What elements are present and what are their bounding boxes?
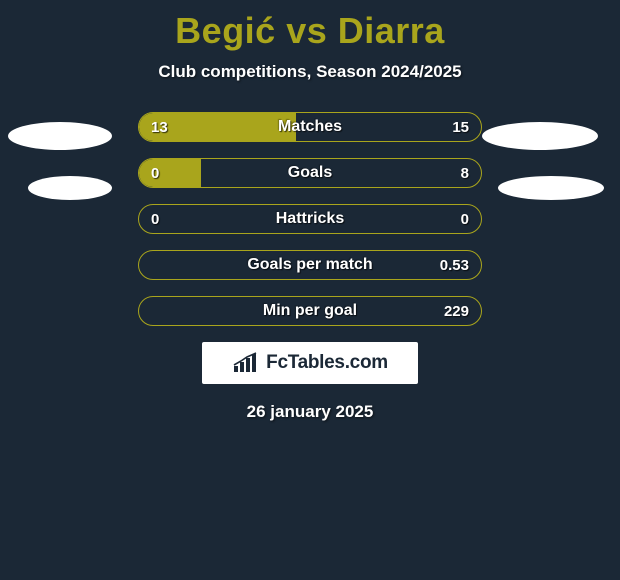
stat-right-value: 229	[444, 297, 469, 325]
stat-bar: 1315Matches	[138, 112, 482, 142]
branding-text: FcTables.com	[266, 352, 388, 374]
stat-bar: 08Goals	[138, 158, 482, 188]
avatar-ellipse	[482, 122, 598, 150]
bar-fill-left	[139, 113, 296, 141]
comparison-card: Begić vs Diarra Club competitions, Seaso…	[0, 0, 620, 422]
stat-right-value: 15	[452, 113, 469, 141]
stat-left-value: 0	[151, 205, 159, 233]
avatar-ellipse	[8, 122, 112, 150]
avatar-ellipse	[28, 176, 112, 200]
stat-label: Goals per match	[139, 251, 481, 279]
subtitle: Club competitions, Season 2024/2025	[0, 62, 620, 82]
stat-right-value: 0	[461, 205, 469, 233]
stat-label: Hattricks	[139, 205, 481, 233]
stat-bars: 1315Matches 08Goals 0 0Hattricks 0.53Goals p…	[138, 112, 482, 326]
stat-right-value: 0.53	[440, 251, 469, 279]
branding-badge[interactable]: FcTables.com	[202, 342, 418, 384]
stat-bar: 229Min per goal	[138, 296, 482, 326]
page-title: Begić vs Diarra	[0, 6, 620, 52]
bar-fill-left	[139, 159, 201, 187]
avatar-ellipse	[498, 176, 604, 200]
date-label: 26 january 2025	[0, 402, 620, 422]
stat-bar: 0 0Hattricks	[138, 204, 482, 234]
stat-bar: 0.53Goals per match	[138, 250, 482, 280]
stat-label: Min per goal	[139, 297, 481, 325]
bar-chart-icon	[232, 352, 260, 374]
stat-right-value: 8	[461, 159, 469, 187]
